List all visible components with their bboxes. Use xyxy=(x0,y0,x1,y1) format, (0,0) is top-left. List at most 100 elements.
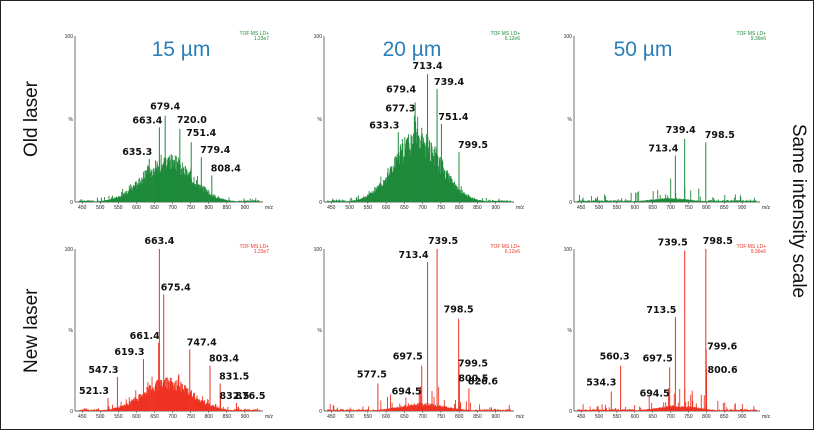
peak-label: 739.4 xyxy=(434,77,464,88)
x-tick-label: 650 xyxy=(150,414,159,420)
x-tick-label: 500 xyxy=(96,414,105,420)
x-tick-label: 550 xyxy=(114,414,123,420)
instrument-header-1: TOF MS LD+ xyxy=(737,244,767,250)
peak-label: 799.5 xyxy=(458,140,488,151)
peak-label: 803.4 xyxy=(209,354,239,365)
x-tick-label: 850 xyxy=(720,414,729,420)
y-tick-label: 0 xyxy=(569,200,572,206)
y-tick-label: % xyxy=(69,117,74,123)
instrument-header-1: TOF MS LD+ xyxy=(240,244,270,250)
instrument-header-2: 1.23e7 xyxy=(254,249,270,255)
peak-label: 677.3 xyxy=(385,104,415,115)
x-tick-label: 550 xyxy=(364,414,373,420)
x-tick-label: 800 xyxy=(205,205,214,211)
instrument-header-1: TOF MS LD+ xyxy=(737,31,767,37)
x-tick-label: 450 xyxy=(327,414,336,420)
peak-label: 560.3 xyxy=(600,352,630,363)
peak-label: 713.4 xyxy=(399,250,429,261)
x-tick-label: 750 xyxy=(684,205,693,211)
x-tick-label: 700 xyxy=(168,205,177,211)
peak-label: 808.4 xyxy=(211,163,241,174)
instrument-header-1: TOF MS LD+ xyxy=(240,31,270,37)
y-tick-label: 100 xyxy=(564,247,573,253)
x-tick-label: 600 xyxy=(132,205,141,211)
x-tick-label: 500 xyxy=(595,414,604,420)
spectrum-panel-1: TOF MS LD+1.23e7 100% 0 450 500 550 600 650 700 7… xyxy=(65,31,274,211)
peak-label: 739.5 xyxy=(658,238,688,249)
instrument-header-1: TOF MS LD+ xyxy=(491,31,521,37)
y-tick-label: 100 xyxy=(314,34,323,40)
x-tick-label: 700 xyxy=(666,205,675,211)
x-tick-label: 900 xyxy=(241,205,250,211)
instrument-header-2: 1.23e7 xyxy=(254,36,270,42)
x-tick-label: 900 xyxy=(241,414,250,420)
x-tick-label: 650 xyxy=(400,205,409,211)
peak-label: 751.4 xyxy=(438,112,468,123)
peak-label: 799.5 xyxy=(458,358,488,369)
x-tick-label: 800 xyxy=(205,414,214,420)
x-tick-label: 650 xyxy=(649,205,658,211)
x-tick-label: 650 xyxy=(400,414,409,420)
y-tick-label: 0 xyxy=(70,200,73,206)
instrument-header-2: 9.36e6 xyxy=(751,249,767,255)
spectrum-noise xyxy=(327,116,511,202)
x-tick-label: 750 xyxy=(684,414,693,420)
y-tick-label: 0 xyxy=(569,409,572,415)
peak-label: 661.4 xyxy=(130,331,160,342)
y-tick-label: 100 xyxy=(65,247,74,253)
x-tick-label: 750 xyxy=(187,205,196,211)
peak-label: 713.4 xyxy=(648,144,678,155)
spectrum-panel-3: TOF MS LD+9.36e6 100% 0 450 500 550 600 650 700 7… xyxy=(564,31,771,211)
row-label-new-laser: New laser xyxy=(21,288,42,373)
spectrum-noise xyxy=(327,387,511,411)
y-tick-label: % xyxy=(318,117,323,123)
peak-label: 679.4 xyxy=(150,102,180,113)
x-tick-label: 550 xyxy=(613,414,622,420)
x-axis-label: m/z xyxy=(762,205,771,211)
y-tick-label: 100 xyxy=(564,34,573,40)
column-title-50um: 50 µm xyxy=(613,38,673,61)
peak-label: 713.5 xyxy=(646,305,676,316)
x-tick-label: 450 xyxy=(78,205,87,211)
x-tick-label: 550 xyxy=(364,205,373,211)
peak-label: 800.5 xyxy=(458,373,488,384)
x-tick-label: 750 xyxy=(437,205,446,211)
x-tick-label: 850 xyxy=(473,205,482,211)
column-title-15um: 15 µm xyxy=(151,38,211,61)
y-tick-label: 0 xyxy=(70,409,73,415)
peak-label: 747.4 xyxy=(187,337,217,348)
x-tick-label: 600 xyxy=(132,414,141,420)
peak-label: 577.5 xyxy=(357,369,387,380)
spectrum-noise xyxy=(78,154,260,202)
peak-label: 694.5 xyxy=(640,388,670,399)
spectrum-panel-2: TOF MS LD+6.12e6 100% 0 450 500 550 600 650 700 7… xyxy=(314,31,525,211)
instrument-header-2: 9.36e6 xyxy=(751,36,767,42)
peak-label: 675.4 xyxy=(161,282,191,293)
x-tick-label: 500 xyxy=(345,205,354,211)
peak-label: 694.5 xyxy=(392,387,422,398)
peak-label: 831.5 xyxy=(219,371,249,382)
x-axis-label: m/z xyxy=(762,414,771,420)
y-tick-label: 0 xyxy=(319,409,322,415)
x-tick-label: 500 xyxy=(345,414,354,420)
x-tick-label: 850 xyxy=(720,205,729,211)
peak-label: 521.3 xyxy=(79,386,109,397)
x-tick-label: 850 xyxy=(473,414,482,420)
x-tick-label: 600 xyxy=(382,414,391,420)
y-tick-label: 100 xyxy=(314,247,323,253)
x-tick-label: 650 xyxy=(150,205,159,211)
peak-label: 633.3 xyxy=(369,120,399,131)
x-tick-label: 550 xyxy=(613,205,622,211)
y-tick-label: 0 xyxy=(319,200,322,206)
x-tick-label: 800 xyxy=(702,414,711,420)
x-tick-label: 800 xyxy=(702,205,711,211)
peak-label: 876.5 xyxy=(235,391,265,402)
x-tick-label: 900 xyxy=(492,205,501,211)
peak-label: 779.4 xyxy=(200,145,230,156)
peak-label: 739.4 xyxy=(666,125,696,136)
row-label-old-laser: Old laser xyxy=(21,80,42,158)
spectrum-panel-6: TOF MS LD+9.36e6 100% 0 450 500 550 600 650 700 7… xyxy=(564,236,771,420)
peak-label: 679.4 xyxy=(386,84,416,95)
peak-label: 713.4 xyxy=(413,61,443,72)
x-tick-label: 800 xyxy=(455,205,464,211)
